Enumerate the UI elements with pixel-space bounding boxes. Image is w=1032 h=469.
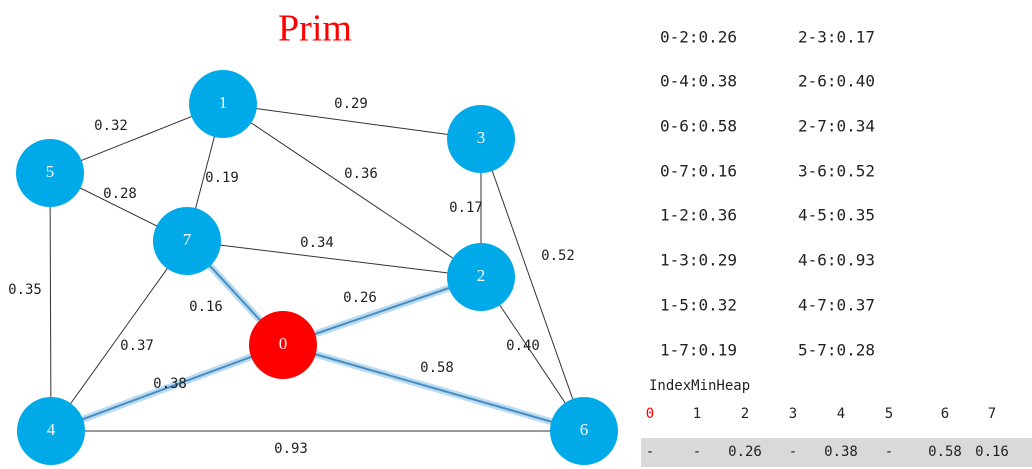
node-label: 5 — [46, 162, 55, 181]
node — [447, 105, 515, 173]
edge-list-item: 2-6:0.40 — [798, 72, 875, 91]
node-label: 7 — [183, 230, 192, 249]
edge-list-item: 0-4:0.38 — [660, 72, 737, 91]
node-label: 6 — [580, 420, 589, 439]
edge-label: 0.17 — [449, 200, 483, 216]
edge-highlight — [282, 344, 585, 432]
node — [17, 397, 85, 465]
edge-label: 0.58 — [420, 360, 454, 376]
node — [550, 397, 618, 465]
edge-label: 0.19 — [205, 170, 239, 186]
edge-list-item: 3-6:0.52 — [798, 162, 875, 181]
heap-value: 0.26 — [728, 444, 762, 460]
edge — [480, 138, 585, 432]
edge-list-item: 5-7:0.28 — [798, 341, 875, 360]
heap-index: 1 — [693, 406, 701, 422]
heap-index: 7 — [988, 406, 996, 422]
edge-list-item: 2-3:0.17 — [798, 28, 875, 47]
heap-index: 5 — [885, 406, 893, 422]
node-label: 2 — [477, 266, 486, 285]
heap-index: 0 — [646, 406, 654, 422]
heap-index: 2 — [741, 406, 749, 422]
edge-label: 0.16 — [189, 299, 223, 315]
edge-label: 0.36 — [344, 166, 378, 182]
edge — [222, 103, 482, 140]
heap-index: 6 — [941, 406, 949, 422]
node — [153, 207, 221, 275]
edge-label: 0.34 — [300, 235, 334, 251]
edge-label: 0.37 — [120, 338, 154, 354]
edge-label: 0.35 — [8, 282, 42, 298]
heap-index: 3 — [789, 406, 797, 422]
edge-list-item: 1-3:0.29 — [660, 251, 737, 270]
edge-label: 0.26 — [343, 290, 377, 306]
edge-list-item: 1-7:0.19 — [660, 341, 737, 360]
edge-list-item: 1-2:0.36 — [660, 206, 737, 225]
edge — [222, 103, 482, 278]
node — [249, 311, 317, 379]
edge-label: 0.32 — [94, 118, 128, 134]
edge-label: 0.28 — [103, 186, 137, 202]
edge-list-item: 4-7:0.37 — [798, 296, 875, 315]
heap-row-bg — [641, 438, 1032, 467]
heap-value: - — [789, 444, 797, 460]
node — [447, 243, 515, 311]
heap-value: - — [693, 444, 701, 460]
heap-index: 4 — [837, 406, 845, 422]
heap-value: 0.38 — [824, 444, 858, 460]
edge-highlight — [50, 344, 284, 432]
edge-label: 0.38 — [153, 376, 187, 392]
edge-list-item: 0-2:0.26 — [660, 28, 737, 47]
edge-list-item: 4-5:0.35 — [798, 206, 875, 225]
edge — [186, 240, 482, 278]
title: Prim — [278, 8, 352, 50]
edge — [50, 240, 188, 432]
node — [16, 139, 84, 207]
edge-label: 0.52 — [541, 248, 575, 264]
edge — [49, 172, 52, 432]
heap-value: 0.16 — [975, 444, 1009, 460]
node-label: 4 — [47, 420, 56, 439]
edge-label: 0.29 — [334, 96, 368, 112]
edge-list-item: 2-7:0.34 — [798, 117, 875, 136]
edge-highlight — [282, 276, 482, 346]
node — [189, 70, 257, 138]
edge-list-item: 0-6:0.58 — [660, 117, 737, 136]
node-label: 0 — [279, 334, 288, 353]
heap-value: - — [646, 444, 654, 460]
heap-value: 0.58 — [928, 444, 962, 460]
edge-label: 0.93 — [274, 441, 308, 457]
edge-list-item: 1-5:0.32 — [660, 296, 737, 315]
edge-label: 0.40 — [506, 338, 540, 354]
heap-value: - — [885, 444, 893, 460]
node-label: 3 — [477, 128, 486, 147]
edge-list-item: 4-6:0.93 — [798, 251, 875, 270]
edge-list-item: 0-7:0.16 — [660, 162, 737, 181]
node-label: 1 — [219, 93, 228, 112]
heap-title: IndexMinHeap — [649, 378, 750, 394]
